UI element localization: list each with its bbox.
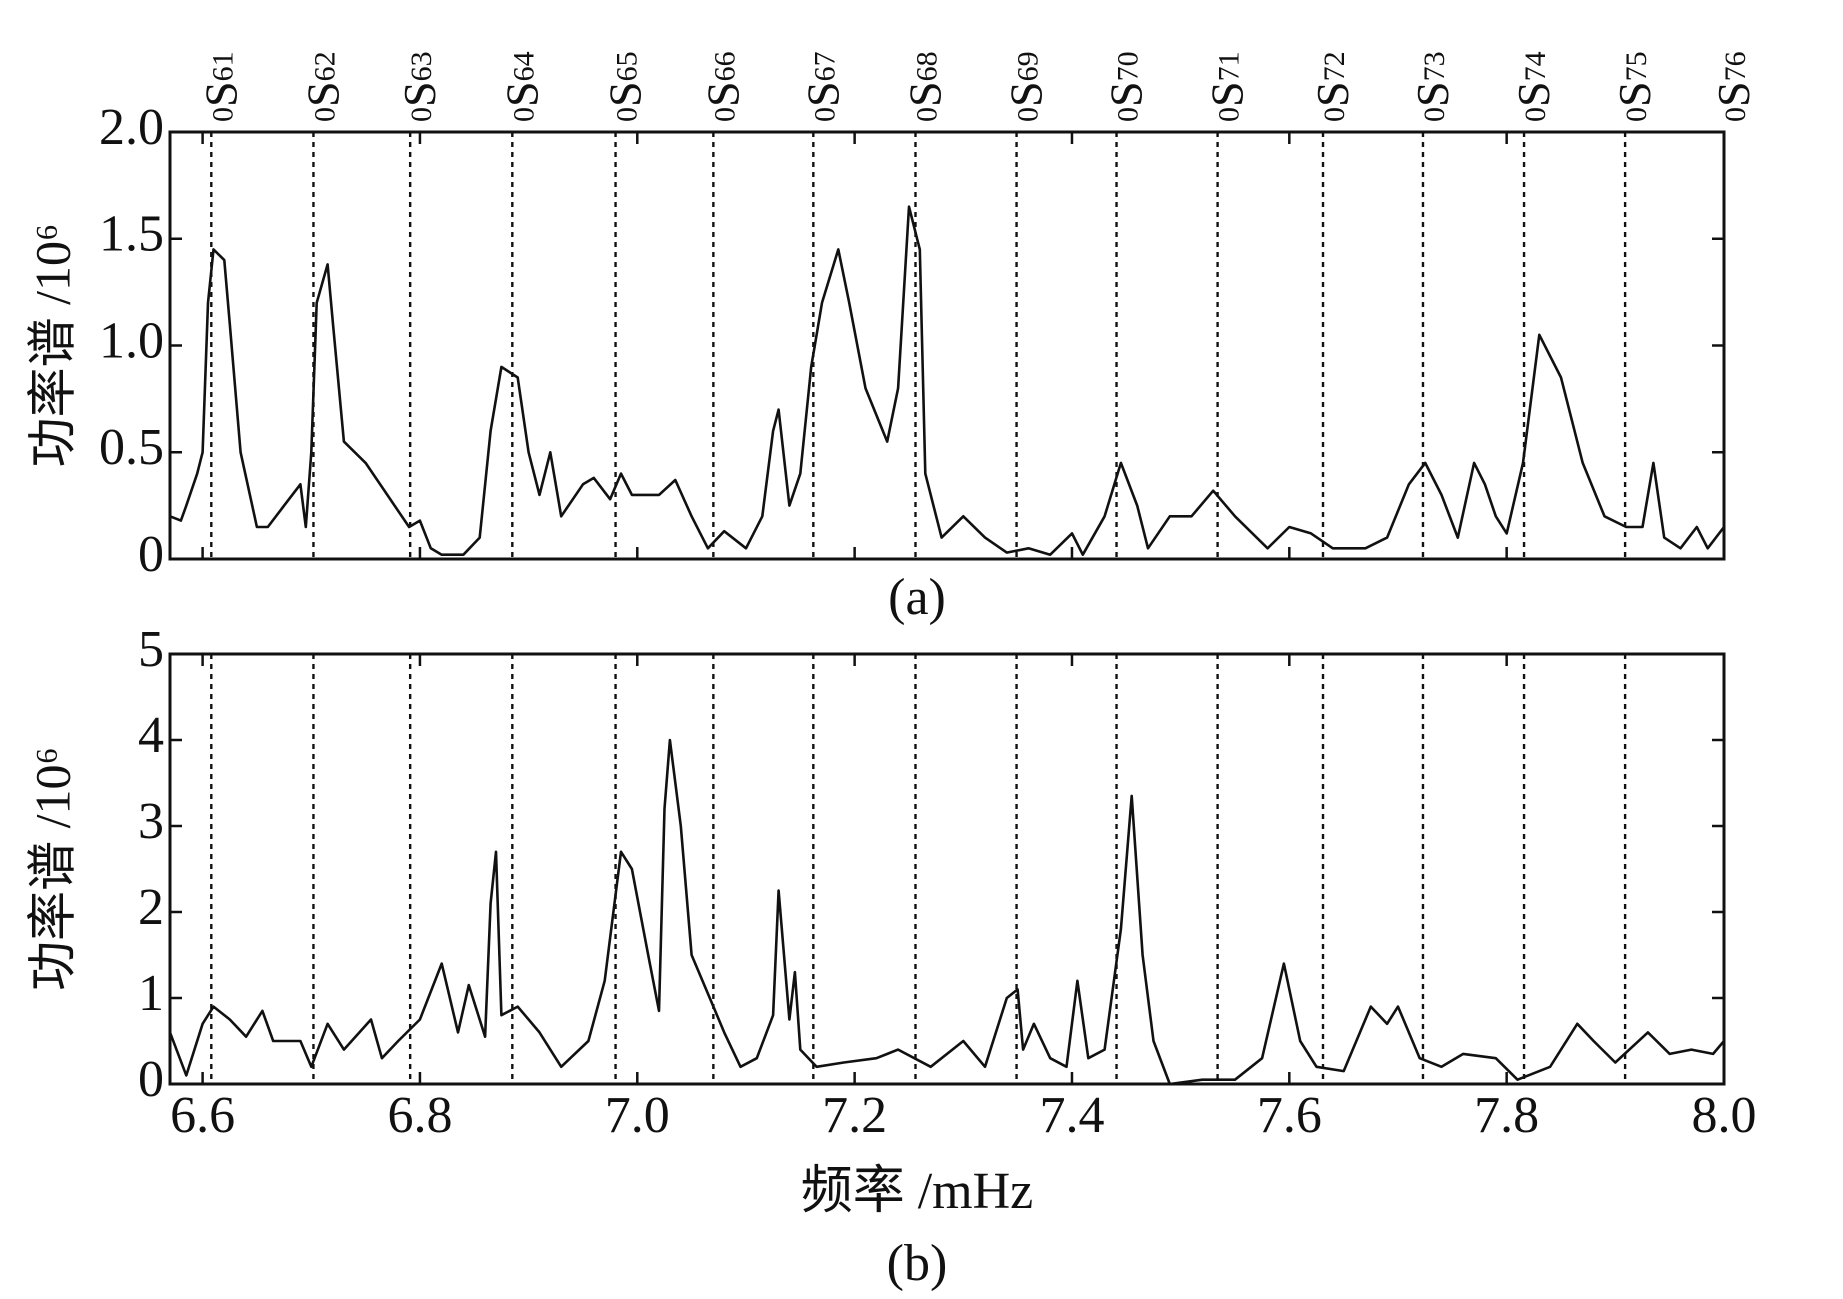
y-axis-label: 功率谱 /10⁶ [24,747,80,991]
mode-subscript: 71 [1212,51,1245,81]
x-tick-label: 7.4 [1039,1087,1104,1144]
mode-symbol: S [195,81,246,107]
mode-subscript: 0 [206,107,239,122]
x-axis-label: 频率 /mHz [801,1163,1034,1220]
y-tick-label: 5 [138,621,164,678]
spectrum-line [168,738,1725,1086]
mode-subscript: 67 [808,51,841,81]
mode-symbol: S [1307,81,1358,107]
y-tick-label: 0 [138,526,164,583]
panel-caption: (b) [887,1235,948,1292]
x-tick-label: 7.2 [822,1087,887,1144]
x-tick-label: 6.8 [387,1087,452,1144]
mode-subscript: 0 [308,107,341,122]
y-tick-label: 2.0 [99,99,164,156]
mode-symbol: S [1100,81,1151,107]
y-tick-label: 0 [138,1051,164,1108]
mode-label: 0S74 [1508,51,1559,122]
mode-symbol: S [697,81,748,107]
y-tick-label: 4 [138,707,164,764]
mode-subscript: 0 [1011,107,1044,122]
mode-subscript: 76 [1719,51,1752,81]
mode-symbol: S [1708,81,1759,107]
y-tick-label: 2 [138,879,164,936]
mode-subscript: 0 [1111,107,1144,122]
spectrum-line [169,205,1726,556]
mode-subscript: 70 [1111,51,1144,81]
y-tick-label: 1 [138,965,164,1022]
mode-subscript: 0 [1418,107,1451,122]
mode-label: 0S70 [1100,51,1151,122]
mode-label: 0S62 [297,51,348,122]
mode-subscript: 0 [1620,107,1653,122]
mode-label: 0S67 [797,51,848,122]
mode-subscript: 0 [1318,107,1351,122]
mode-subscript: 63 [405,51,438,81]
mode-subscript: 75 [1620,51,1653,81]
mode-symbol: S [1609,81,1660,107]
plot-frame [168,130,1726,561]
mode-symbol: S [496,81,547,107]
mode-label: 0S75 [1609,51,1660,122]
mode-symbol: S [1407,81,1458,107]
mode-subscript: 0 [405,107,438,122]
mode-subscript: 0 [1212,107,1245,122]
panel-caption: (a) [888,569,946,626]
mode-symbol: S [599,81,650,107]
x-tick-label: 7.0 [605,1087,670,1144]
mode-subscript: 0 [507,107,540,122]
mode-subscript: 0 [910,107,943,122]
y-tick-label: 3 [138,793,164,850]
mode-subscript: 0 [1719,107,1752,122]
mode-subscript: 0 [808,107,841,122]
mode-label: 0S72 [1307,51,1358,122]
mode-subscript: 74 [1519,51,1552,81]
mode-label: 0S73 [1407,51,1458,122]
mode-subscript: 69 [1011,51,1044,81]
mode-label: 0S63 [394,51,445,122]
mode-label: 0S66 [697,51,748,122]
y-tick-label: 1.0 [99,312,164,369]
mode-subscript: 64 [507,51,540,81]
x-tick-label: 8.0 [1692,1087,1757,1144]
mode-subscript: 0 [708,107,741,122]
y-tick-label: 0.5 [99,419,164,476]
mode-label: 0S65 [599,51,650,122]
mode-symbol: S [1000,81,1051,107]
mode-subscript: 66 [708,51,741,81]
mode-subscript: 73 [1418,51,1451,81]
x-tick-label: 7.6 [1257,1087,1322,1144]
plot-frame [168,652,1726,1086]
x-tick-label: 7.8 [1474,1087,1539,1144]
mode-symbol: S [1508,81,1559,107]
mode-subscript: 62 [308,51,341,81]
mode-symbol: S [797,81,848,107]
y-tick-label: 1.5 [99,206,164,263]
mode-symbol: S [1201,81,1252,107]
mode-subscript: 0 [610,107,643,122]
mode-label: 0S71 [1201,51,1252,122]
mode-label: 0S64 [496,51,547,122]
mode-subscript: 72 [1318,51,1351,81]
mode-label: 0S76 [1708,51,1759,122]
mode-label: 0S68 [899,51,950,122]
x-tick-label: 6.6 [170,1087,235,1144]
mode-subscript: 65 [610,51,643,81]
mode-label: 0S61 [195,51,246,122]
mode-symbol: S [899,81,950,107]
mode-subscript: 0 [1519,107,1552,122]
mode-label: 0S69 [1000,51,1051,122]
y-axis-label: 功率谱 /10⁶ [24,224,80,468]
mode-subscript: 61 [206,51,239,81]
mode-subscript: 68 [910,51,943,81]
mode-symbol: S [297,81,348,107]
mode-symbol: S [394,81,445,107]
